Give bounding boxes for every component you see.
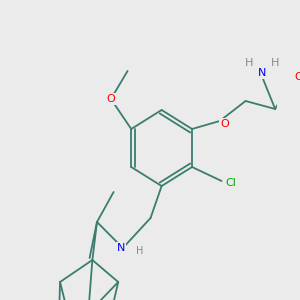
- Text: H: H: [136, 246, 143, 256]
- Text: N: N: [258, 68, 266, 78]
- Text: O: O: [220, 119, 229, 129]
- Text: H: H: [271, 58, 279, 68]
- Text: H: H: [245, 58, 254, 68]
- Text: O: O: [106, 94, 115, 104]
- Text: O: O: [295, 72, 300, 82]
- Text: N: N: [117, 243, 125, 253]
- Text: Cl: Cl: [225, 178, 236, 188]
